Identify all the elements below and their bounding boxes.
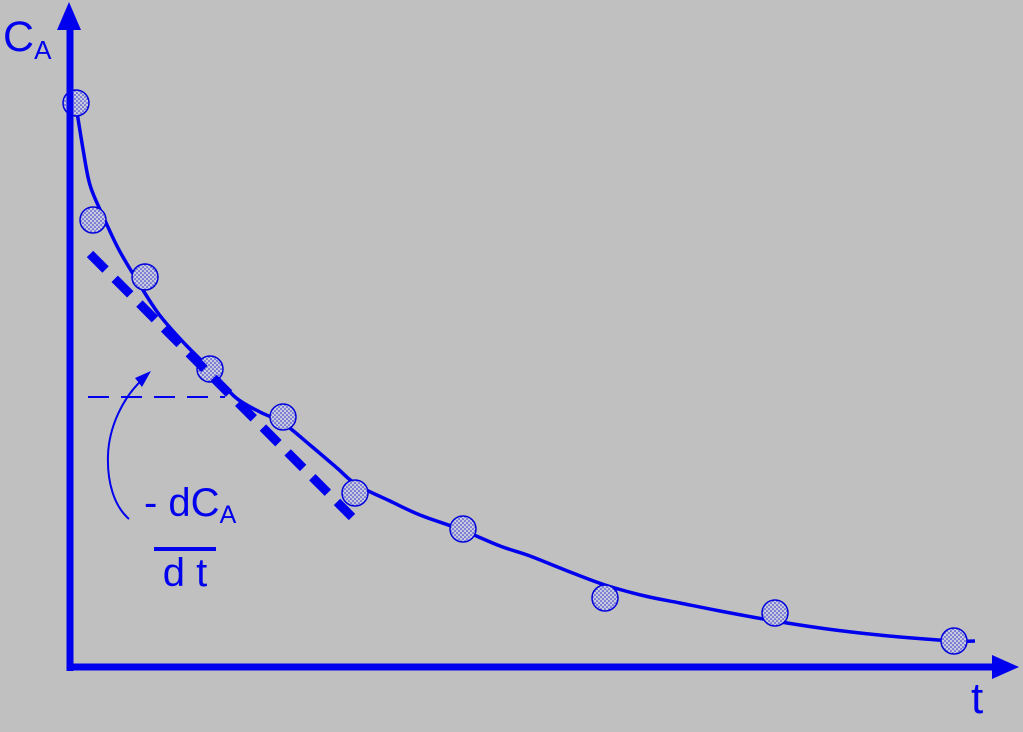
y-axis-arrowhead-icon bbox=[57, 2, 81, 30]
fraction-bar bbox=[154, 547, 216, 551]
y-axis-label: CA bbox=[3, 13, 52, 65]
data-point bbox=[269, 403, 297, 431]
derivative-label: - dCA d t bbox=[144, 483, 236, 593]
derivative-denominator: d t bbox=[162, 551, 208, 595]
pointer-arc bbox=[106, 378, 144, 520]
data-point bbox=[940, 627, 968, 655]
x-axis-arrowhead-icon bbox=[992, 655, 1019, 679]
derivative-numerator-text: - dC bbox=[144, 481, 220, 525]
y-axis-label-main: C bbox=[3, 13, 35, 61]
pointer-arrowhead-icon bbox=[135, 371, 151, 387]
data-point bbox=[131, 263, 159, 291]
derivative-numerator-subscript: A bbox=[219, 501, 237, 529]
derivative-numerator: - dCA bbox=[144, 483, 236, 535]
y-axis-label-subscript: A bbox=[34, 35, 52, 65]
data-point bbox=[761, 599, 789, 627]
data-point bbox=[591, 584, 619, 612]
x-axis-label: t bbox=[971, 674, 984, 723]
data-point bbox=[79, 206, 107, 234]
data-point bbox=[449, 515, 477, 543]
tangent-line bbox=[86, 250, 356, 521]
data-point bbox=[341, 479, 369, 507]
